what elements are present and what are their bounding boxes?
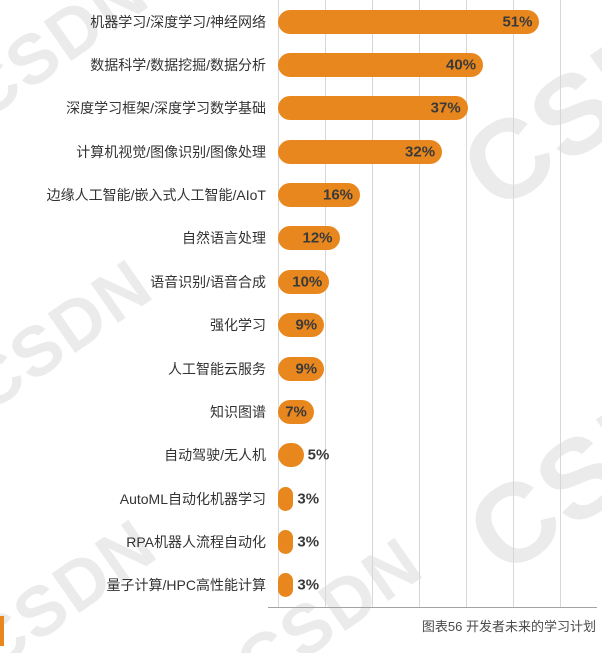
value-label: 9%	[295, 316, 318, 334]
bar-row: 知识图谱 7%	[0, 390, 602, 433]
bar: 7%	[278, 399, 314, 424]
bar-track: 16%	[278, 173, 602, 216]
page-margin-marker	[0, 616, 4, 646]
bar-row: 自动驾驶/无人机 5%	[0, 434, 602, 477]
value-label: 32%	[405, 143, 436, 161]
gridline	[513, 0, 514, 607]
bar-row: AutoML自动化机器学习 3%	[0, 477, 602, 520]
category-label: 计算机视觉/图像识别/图像处理	[76, 143, 266, 160]
bar: 37%	[278, 96, 468, 121]
gridline	[560, 0, 561, 607]
bar-track: 3%	[278, 520, 602, 563]
bar-row: 计算机视觉/图像识别/图像处理 32%	[0, 130, 602, 173]
bar-row: 深度学习框架/深度学习数学基础 37%	[0, 87, 602, 130]
bar-row: 自然语言处理 12%	[0, 217, 602, 260]
category-label: 深度学习框架/深度学习数学基础	[66, 100, 266, 117]
value-label: 40%	[446, 56, 477, 74]
bar-rows: 机器学习/深度学习/神经网络 51% 数据科学/数据挖掘/数据分析 40% 深度学习框架…	[0, 0, 602, 607]
chart-caption: 图表56 开发者未来的学习计划	[421, 619, 596, 634]
category-label: RPA机器人流程自动化	[126, 533, 266, 550]
category-label: 人工智能云服务	[168, 360, 266, 377]
category-label: 数据科学/数据挖掘/数据分析	[90, 57, 266, 74]
gridline-layer	[278, 0, 561, 607]
bar: 9%	[278, 313, 325, 338]
bar-track: 3%	[278, 564, 602, 607]
value-label: 9%	[295, 360, 318, 378]
bar-track: 40%	[278, 43, 602, 86]
bar-row: RPA机器人流程自动化 3%	[0, 520, 602, 563]
value-label: 3%	[297, 533, 320, 551]
value-label: 7%	[285, 403, 307, 421]
bar-row: 量子计算/HPC高性能计算 3%	[0, 564, 602, 607]
bar-row: 人工智能云服务 9%	[0, 347, 602, 390]
category-label: AutoML自动化机器学习	[119, 490, 266, 507]
value-label: 3%	[297, 576, 320, 594]
gridline	[372, 0, 373, 607]
bar	[278, 529, 294, 554]
bar: 9%	[278, 356, 325, 381]
bar	[278, 443, 304, 468]
value-label: 51%	[502, 13, 533, 31]
value-label: 3%	[297, 490, 320, 508]
bar-track: 51%	[278, 0, 602, 43]
bar-track: 12%	[278, 217, 602, 260]
gridline	[278, 0, 279, 607]
bar: 12%	[278, 226, 340, 251]
bar: 40%	[278, 53, 484, 78]
bar-track: 32%	[278, 130, 602, 173]
category-label: 量子计算/HPC高性能计算	[106, 577, 266, 594]
bar-track: 3%	[278, 477, 602, 520]
footer-rule	[268, 607, 597, 608]
bar: 10%	[278, 269, 330, 294]
bar-row: 强化学习 9%	[0, 304, 602, 347]
value-label: 5%	[307, 446, 330, 464]
bar-track: 5%	[278, 434, 602, 477]
bar-track: 9%	[278, 347, 602, 390]
value-label: 16%	[323, 186, 354, 204]
bar: 51%	[278, 9, 540, 34]
gridline	[325, 0, 326, 607]
bar-row: 机器学习/深度学习/神经网络 51%	[0, 0, 602, 43]
bar-track: 10%	[278, 260, 602, 303]
gridline	[419, 0, 420, 607]
category-label: 自然语言处理	[182, 230, 266, 247]
value-label: 37%	[430, 99, 461, 117]
category-label: 语音识别/语音合成	[150, 273, 266, 290]
bar	[278, 573, 294, 598]
bar-track: 7%	[278, 390, 602, 433]
value-label: 12%	[302, 229, 333, 247]
bar	[278, 486, 294, 511]
bar-row: 边缘人工智能/嵌入式人工智能/AIoT 16%	[0, 173, 602, 216]
bar-row: 数据科学/数据挖掘/数据分析 40%	[0, 43, 602, 86]
category-label: 边缘人工智能/嵌入式人工智能/AIoT	[46, 187, 266, 204]
category-label: 自动驾驶/无人机	[164, 447, 266, 464]
bar-track: 9%	[278, 304, 602, 347]
future-learning-plans-chart: 机器学习/深度学习/神经网络 51% 数据科学/数据挖掘/数据分析 40% 深度学习框架…	[0, 0, 602, 607]
category-label: 强化学习	[210, 317, 266, 334]
category-label: 机器学习/深度学习/神经网络	[90, 13, 266, 30]
bar: 32%	[278, 139, 443, 164]
gridline	[466, 0, 467, 607]
category-label: 知识图谱	[210, 403, 266, 420]
value-label: 10%	[292, 273, 323, 291]
bar-row: 语音识别/语音合成 10%	[0, 260, 602, 303]
bar-track: 37%	[278, 87, 602, 130]
bar: 16%	[278, 183, 361, 208]
